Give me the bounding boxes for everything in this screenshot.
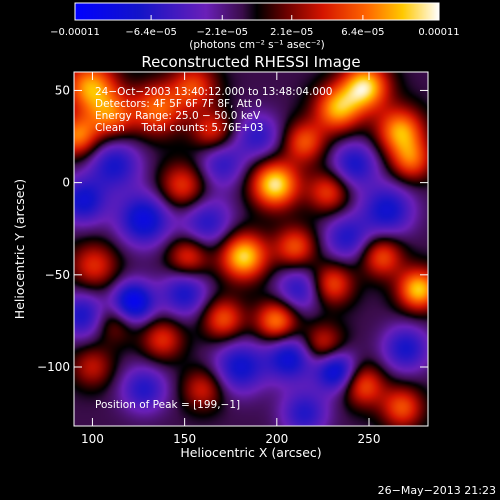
- heatmap-image: [74, 72, 428, 426]
- annotation-clean-counts: Clean Total counts: 5.76E+03: [95, 122, 264, 134]
- annotation-energy-range: Energy Range: 25.0 − 50.0 keV: [95, 110, 261, 122]
- colorbar-tick-label: 6.4e−05: [341, 27, 384, 38]
- colorbar-tick-label: −6.4e−05: [125, 27, 177, 38]
- y-tick-label: 50: [55, 83, 70, 97]
- x-tick-label: 200: [265, 432, 288, 446]
- annotation-time-range: 24−Oct−2003 13:40:12.000 to 13:48:04.000: [95, 86, 332, 98]
- x-axis-label: Heliocentric X (arcsec): [180, 445, 321, 460]
- footer-timestamp: 26−May−2013 21:23: [378, 484, 496, 497]
- colorbar: −0.00011 −6.4e−05 −2.1e−05 2.1e−05 6.4e−05 0.…: [50, 2, 460, 51]
- colorbar-tick-label: −2.1e−05: [196, 27, 248, 38]
- y-tick-label: 0: [62, 176, 70, 190]
- chart-title: Reconstructed RHESSI Image: [141, 53, 360, 71]
- y-tick-label: −50: [45, 268, 70, 282]
- colorbar-gradient: [74, 2, 440, 21]
- colorbar-tick-label: −0.00011: [50, 27, 100, 38]
- x-tick-label: 150: [173, 432, 196, 446]
- x-tick-label: 250: [358, 432, 381, 446]
- plot-area: [74, 72, 428, 426]
- observation-annotations: 24−Oct−2003 13:40:12.000 to 13:48:04.000…: [95, 86, 332, 411]
- y-axis-label: Heliocentric Y (arcsec): [12, 179, 27, 319]
- annotation-detectors: Detectors: 4F 5F 6F 7F 8F, Att 0: [95, 98, 262, 110]
- x-tick-label: 100: [81, 432, 104, 446]
- plot-frame: [73, 71, 429, 427]
- colorbar-units: (photons cm⁻² s⁻¹ asec⁻²): [189, 39, 324, 51]
- colorbar-ticks: −0.00011 −6.4e−05 −2.1e−05 2.1e−05 6.4e−05 0.…: [50, 15, 460, 38]
- y-tick-label: −100: [37, 360, 70, 374]
- colorbar-tick-label: 0.00011: [418, 27, 459, 38]
- colorbar-tick-label: 2.1e−05: [270, 27, 313, 38]
- axis-ticks: 100 150 200 250 50 0 −50 −100: [37, 72, 428, 446]
- peak-position-label: Position of Peak = [199,−1]: [95, 399, 240, 411]
